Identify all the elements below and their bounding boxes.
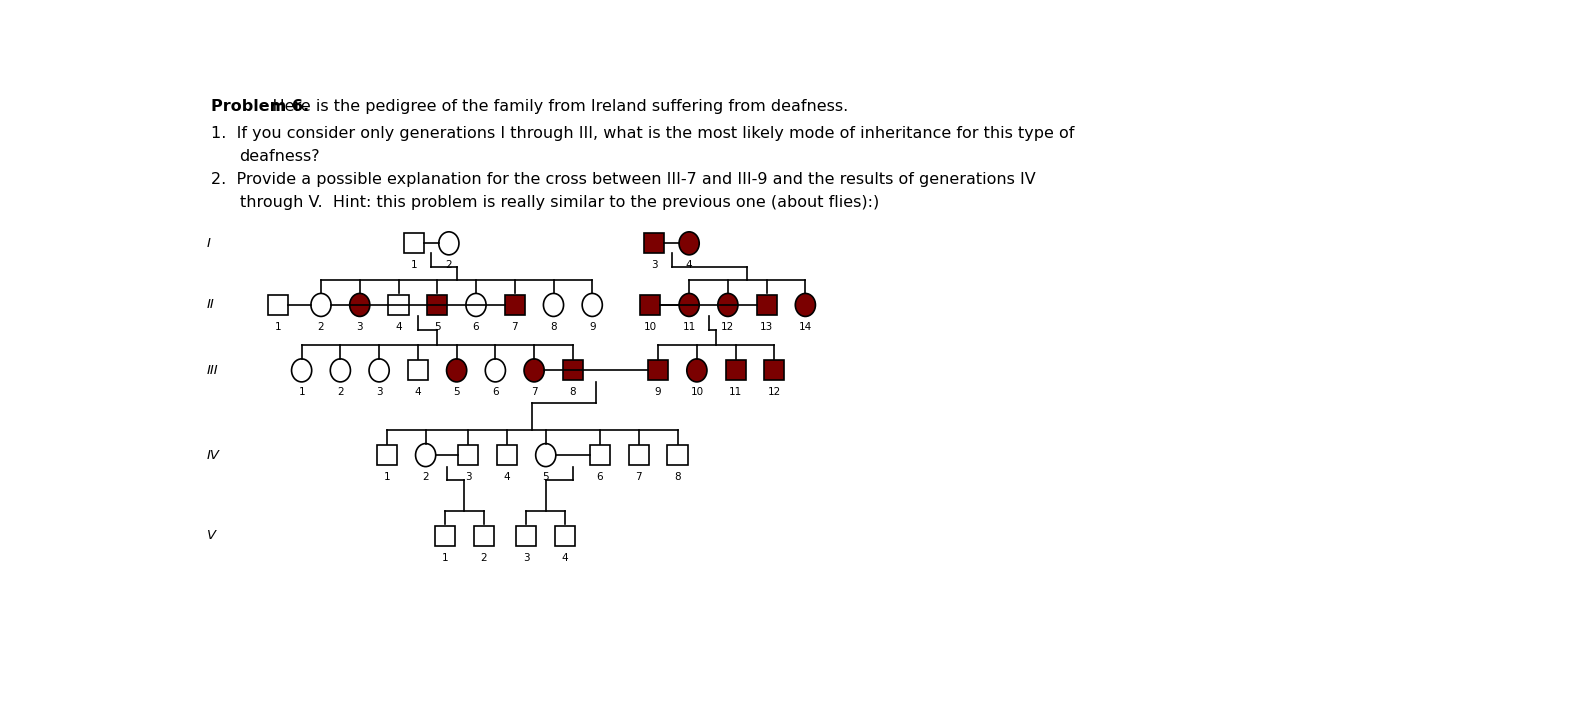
- Text: 13: 13: [760, 322, 774, 332]
- Text: 2: 2: [422, 472, 429, 482]
- Text: 2.  Provide a possible explanation for the cross between III-7 and III-9 and the: 2. Provide a possible explanation for th…: [211, 172, 1035, 186]
- Ellipse shape: [485, 359, 506, 382]
- FancyBboxPatch shape: [435, 526, 455, 546]
- Text: 2: 2: [446, 261, 452, 270]
- Text: 1: 1: [441, 553, 448, 563]
- Ellipse shape: [466, 294, 485, 316]
- Ellipse shape: [416, 443, 435, 467]
- Text: 9: 9: [589, 322, 596, 332]
- Text: 14: 14: [799, 322, 812, 332]
- Text: 3: 3: [356, 322, 362, 332]
- Text: 11: 11: [730, 388, 742, 397]
- Ellipse shape: [525, 359, 544, 382]
- Text: 7: 7: [512, 322, 519, 332]
- Text: 3: 3: [651, 261, 657, 270]
- Text: through V.  Hint: this problem is really similar to the previous one (about flie: through V. Hint: this problem is really …: [240, 195, 879, 210]
- Text: V: V: [206, 530, 216, 542]
- Text: 4: 4: [414, 388, 421, 397]
- Text: 12: 12: [722, 322, 734, 332]
- Text: 5: 5: [542, 472, 548, 482]
- Ellipse shape: [582, 294, 602, 316]
- Text: 8: 8: [550, 322, 556, 332]
- Text: 10: 10: [645, 322, 657, 332]
- Text: 2: 2: [481, 553, 487, 563]
- Text: II: II: [206, 299, 214, 311]
- Text: 12: 12: [768, 388, 782, 397]
- Text: 5: 5: [433, 322, 441, 332]
- FancyBboxPatch shape: [756, 295, 777, 315]
- Text: IV: IV: [206, 448, 221, 462]
- Ellipse shape: [687, 359, 708, 382]
- Ellipse shape: [536, 443, 556, 467]
- Ellipse shape: [544, 294, 564, 316]
- Ellipse shape: [796, 294, 815, 316]
- Text: 11: 11: [682, 322, 695, 332]
- Text: 6: 6: [492, 388, 498, 397]
- FancyBboxPatch shape: [725, 360, 745, 381]
- FancyBboxPatch shape: [563, 360, 583, 381]
- Text: 1: 1: [298, 388, 304, 397]
- FancyBboxPatch shape: [504, 295, 525, 315]
- Ellipse shape: [350, 294, 370, 316]
- Ellipse shape: [679, 294, 700, 316]
- Text: 1: 1: [276, 322, 282, 332]
- Text: 2: 2: [337, 388, 344, 397]
- Text: 10: 10: [690, 388, 703, 397]
- Text: 7: 7: [531, 388, 537, 397]
- FancyBboxPatch shape: [496, 445, 517, 465]
- Ellipse shape: [331, 359, 350, 382]
- Ellipse shape: [446, 359, 466, 382]
- Text: 4: 4: [396, 322, 402, 332]
- Ellipse shape: [310, 294, 331, 316]
- Text: 3: 3: [375, 388, 383, 397]
- FancyBboxPatch shape: [459, 445, 479, 465]
- Ellipse shape: [717, 294, 738, 316]
- Text: 4: 4: [504, 472, 511, 482]
- Text: Here is the pedigree of the family from Ireland suffering from deafness.: Here is the pedigree of the family from …: [211, 99, 848, 114]
- FancyBboxPatch shape: [377, 445, 397, 465]
- FancyBboxPatch shape: [555, 526, 575, 546]
- Text: 9: 9: [654, 388, 662, 397]
- Ellipse shape: [292, 359, 312, 382]
- Text: 1.  If you consider only generations I through III, what is the most likely mode: 1. If you consider only generations I th…: [211, 126, 1075, 140]
- FancyBboxPatch shape: [474, 526, 493, 546]
- Text: 4: 4: [561, 553, 569, 563]
- Text: III: III: [206, 364, 219, 377]
- Text: I: I: [206, 237, 211, 250]
- FancyBboxPatch shape: [764, 360, 785, 381]
- Ellipse shape: [679, 232, 700, 255]
- Text: 8: 8: [569, 388, 577, 397]
- FancyBboxPatch shape: [517, 526, 536, 546]
- Ellipse shape: [369, 359, 389, 382]
- FancyBboxPatch shape: [667, 445, 687, 465]
- Text: 3: 3: [523, 553, 530, 563]
- FancyBboxPatch shape: [645, 233, 665, 253]
- Text: 7: 7: [635, 472, 641, 482]
- FancyBboxPatch shape: [388, 295, 408, 315]
- FancyBboxPatch shape: [268, 295, 288, 315]
- Text: deafness?: deafness?: [240, 149, 320, 164]
- Text: 4: 4: [686, 261, 692, 270]
- Text: 3: 3: [465, 472, 471, 482]
- FancyBboxPatch shape: [403, 233, 424, 253]
- FancyBboxPatch shape: [640, 295, 660, 315]
- Text: 2: 2: [318, 322, 325, 332]
- FancyBboxPatch shape: [629, 445, 649, 465]
- Text: 5: 5: [454, 388, 460, 397]
- FancyBboxPatch shape: [648, 360, 668, 381]
- Text: Problem 6.: Problem 6.: [211, 99, 309, 114]
- Text: 6: 6: [473, 322, 479, 332]
- Text: 6: 6: [597, 472, 604, 482]
- Ellipse shape: [438, 232, 459, 255]
- Text: 8: 8: [675, 472, 681, 482]
- FancyBboxPatch shape: [408, 360, 429, 381]
- Text: 1: 1: [411, 261, 418, 270]
- FancyBboxPatch shape: [427, 295, 448, 315]
- Text: 1: 1: [383, 472, 391, 482]
- FancyBboxPatch shape: [589, 445, 610, 465]
